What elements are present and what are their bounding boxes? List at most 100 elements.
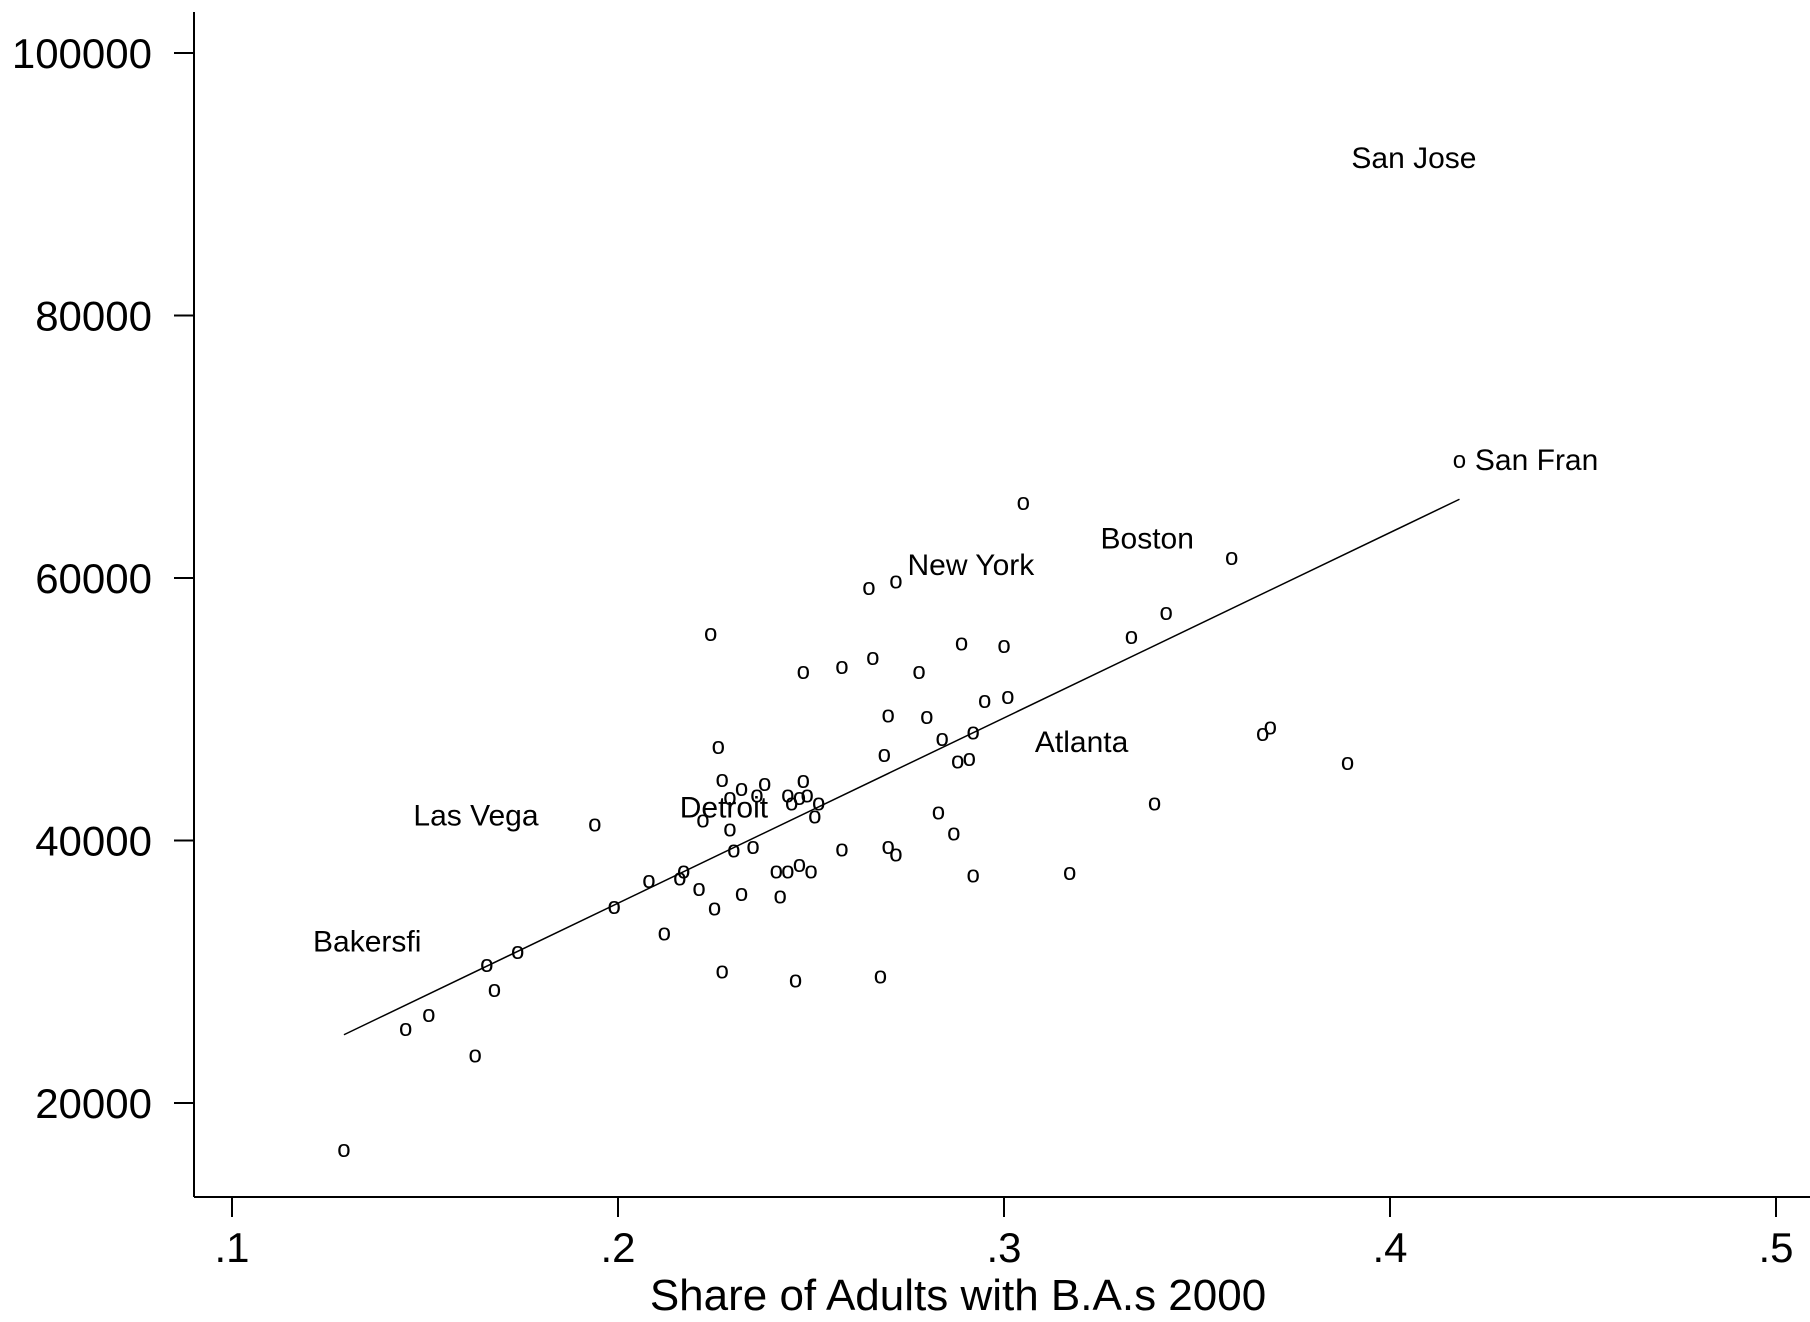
data-point: o bbox=[704, 620, 717, 647]
data-point: o bbox=[1017, 489, 1030, 516]
data-point: o bbox=[723, 784, 736, 811]
data-point: o bbox=[951, 747, 964, 774]
data-point: o bbox=[963, 745, 976, 772]
data-point: o bbox=[920, 703, 933, 730]
data-point: o bbox=[1125, 623, 1138, 650]
data-point: o bbox=[878, 741, 891, 768]
data-point: o bbox=[488, 976, 501, 1003]
data-point: o bbox=[866, 644, 879, 671]
data-point: o bbox=[773, 883, 786, 910]
data-point: o bbox=[793, 851, 806, 878]
data-point: o bbox=[1063, 859, 1076, 886]
city-label: Boston bbox=[1101, 523, 1194, 556]
fit-line bbox=[343, 498, 1460, 1036]
data-point: o bbox=[607, 893, 620, 920]
data-point: o bbox=[797, 767, 810, 794]
data-point: o bbox=[789, 967, 802, 994]
data-point: o bbox=[642, 867, 655, 894]
data-point: o bbox=[812, 789, 825, 816]
data-point: o bbox=[785, 789, 798, 816]
data-point: o bbox=[480, 951, 493, 978]
city-labels: San Jose San Fran Boston New York Atlanta Det… bbox=[313, 142, 1598, 959]
data-point: o bbox=[966, 719, 979, 746]
data-point: o bbox=[966, 862, 979, 889]
data-point: o bbox=[422, 1001, 435, 1028]
data-point: o bbox=[770, 858, 783, 885]
data-point: o bbox=[696, 807, 709, 834]
data-point: o bbox=[1341, 749, 1354, 776]
data-point: o bbox=[978, 687, 991, 714]
x-tick-label: .2 bbox=[600, 1224, 635, 1271]
data-point: o bbox=[889, 841, 902, 868]
data-point: o bbox=[808, 803, 821, 830]
y-axis-ticks: 20000 40000 60000 80000 100000 bbox=[12, 30, 194, 1127]
city-label: Las Vega bbox=[413, 800, 538, 833]
city-label: San Fran bbox=[1475, 444, 1598, 477]
data-point: o bbox=[781, 858, 794, 885]
data-point: o bbox=[882, 833, 895, 860]
data-point: o bbox=[1264, 713, 1277, 740]
data-point: o bbox=[716, 766, 729, 793]
data-point: o bbox=[399, 1015, 412, 1042]
data-point: o bbox=[862, 574, 875, 601]
data-point: o bbox=[758, 770, 771, 797]
y-tick-label: 20000 bbox=[35, 1080, 152, 1127]
data-point: o bbox=[677, 858, 690, 885]
data-point: o bbox=[750, 782, 763, 809]
x-tick-label: .4 bbox=[1372, 1224, 1407, 1271]
city-label: San Jose bbox=[1351, 142, 1476, 175]
data-point: o bbox=[735, 880, 748, 907]
data-point: o bbox=[882, 702, 895, 729]
data-point: o bbox=[797, 658, 810, 685]
data-point: o bbox=[947, 820, 960, 847]
data-point: o bbox=[1148, 789, 1161, 816]
data-point: o bbox=[800, 782, 813, 809]
data-point: o bbox=[723, 816, 736, 843]
data-point: o bbox=[1453, 447, 1466, 474]
data-point: o bbox=[835, 653, 848, 680]
data-point: o bbox=[874, 963, 887, 990]
data-point: o bbox=[889, 568, 902, 595]
city-label: Detroit bbox=[680, 792, 769, 825]
y-tick-label: 60000 bbox=[35, 555, 152, 602]
x-axis-ticks: .1 .2 .3 .4 .5 bbox=[214, 1197, 1794, 1271]
data-point: o bbox=[588, 810, 601, 837]
data-point: o bbox=[1159, 599, 1172, 626]
data-point: o bbox=[955, 629, 968, 656]
data-point: o bbox=[932, 799, 945, 826]
x-tick-label: .3 bbox=[986, 1224, 1021, 1271]
data-point: o bbox=[997, 632, 1010, 659]
data-point: o bbox=[793, 784, 806, 811]
data-point: o bbox=[337, 1136, 350, 1163]
data-point: o bbox=[1225, 544, 1238, 571]
data-point: o bbox=[746, 833, 759, 860]
data-point: o bbox=[469, 1041, 482, 1068]
x-tick-label: .1 bbox=[214, 1224, 249, 1271]
data-point: o bbox=[835, 835, 848, 862]
data-point: o bbox=[716, 957, 729, 984]
data-point: o bbox=[712, 733, 725, 760]
data-point: o bbox=[936, 725, 949, 752]
y-tick-label: 100000 bbox=[12, 30, 152, 77]
x-axis-title: Share of Adults with B.A.s 2000 bbox=[650, 1271, 1266, 1320]
x-tick-label: .5 bbox=[1758, 1224, 1793, 1271]
data-point: o bbox=[1001, 683, 1014, 710]
data-points: oooooooooooooooooooooooooooooooooooooooo… bbox=[337, 447, 1466, 1163]
city-label: Atlanta bbox=[1035, 726, 1129, 759]
y-tick-label: 40000 bbox=[35, 818, 152, 865]
data-point: o bbox=[727, 837, 740, 864]
data-point: o bbox=[658, 919, 671, 946]
city-label: Bakersfi bbox=[313, 926, 421, 959]
y-tick-label: 80000 bbox=[35, 293, 152, 340]
data-point: o bbox=[673, 864, 686, 891]
data-point: o bbox=[708, 894, 721, 921]
data-point: o bbox=[781, 782, 794, 809]
data-point: o bbox=[1256, 720, 1269, 747]
data-point: o bbox=[912, 658, 925, 685]
data-point: o bbox=[735, 775, 748, 802]
data-point: o bbox=[692, 875, 705, 902]
data-point: o bbox=[804, 858, 817, 885]
city-label: New York bbox=[908, 549, 1036, 582]
data-point: o bbox=[511, 938, 524, 965]
